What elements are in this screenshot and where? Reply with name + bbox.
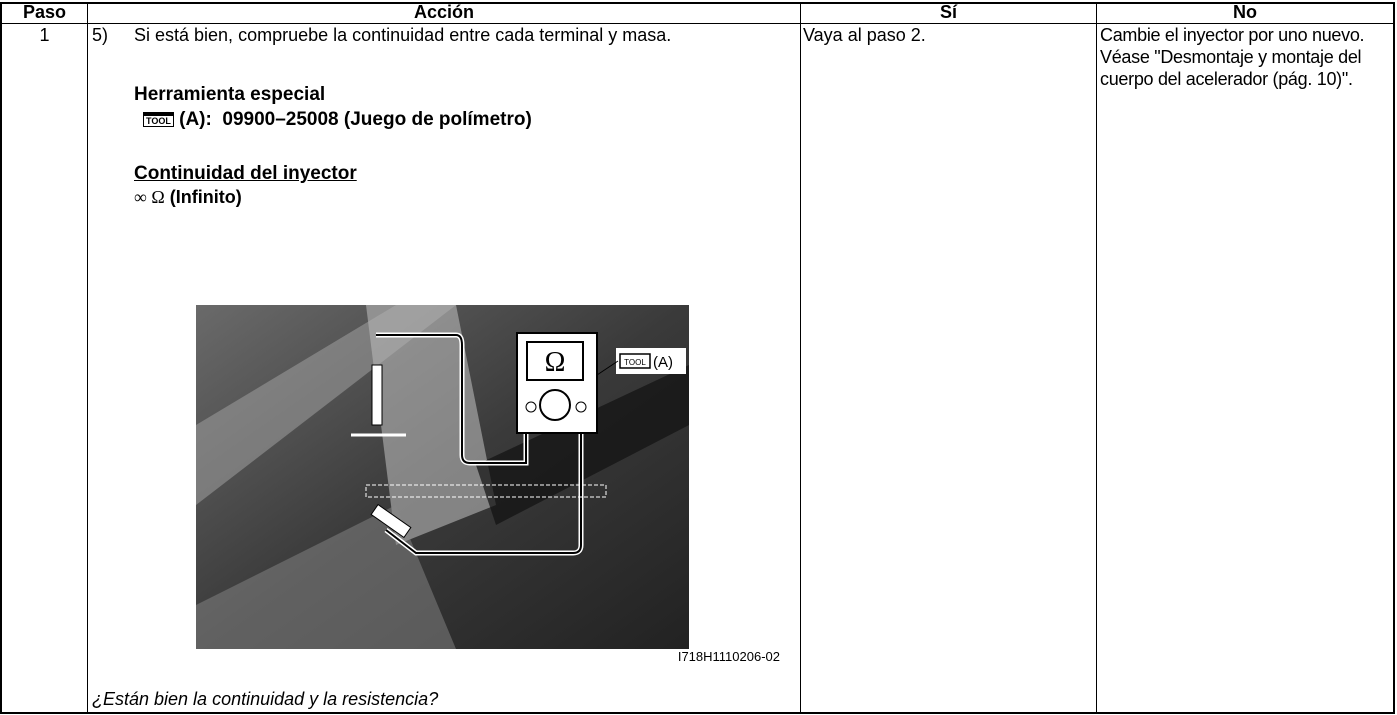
- border: [1096, 2, 1097, 714]
- header-cell: Sí: [939, 2, 957, 22]
- leader: [596, 360, 619, 376]
- spec-line: ∞ Ω (Infinito): [134, 186, 242, 208]
- terminal: [575, 401, 587, 413]
- border: [1393, 2, 1395, 714]
- connector: [365, 484, 607, 498]
- item-number: 5): [92, 25, 109, 45]
- probe: [370, 503, 412, 539]
- tool-icon: TOOL: [143, 112, 174, 128]
- border: [87, 2, 88, 714]
- border: [0, 23, 1395, 24]
- meter-symbol: Ω: [545, 347, 566, 378]
- step: 1: [39, 25, 50, 45]
- no-text: Cambie el inyector por uno nuevo. Véase …: [1100, 25, 1365, 89]
- spec-value: (Infinito): [169, 187, 242, 207]
- border: [0, 712, 1395, 714]
- figure-caption: I718H1110206-02: [677, 649, 780, 664]
- tool-text: (A): 09900–25008 (Juego de polímetro): [179, 109, 532, 130]
- header-cell: No: [1233, 2, 1257, 22]
- tool-label: (A): [653, 354, 673, 371]
- spec-symbol: ∞ Ω: [134, 187, 165, 207]
- border: [0, 2, 1395, 4]
- tool-icon: TOOL: [624, 358, 646, 367]
- terminal: [525, 401, 537, 413]
- tool-icon-box: [619, 353, 651, 369]
- spec-heading: Continuidad del inyector: [134, 163, 357, 184]
- border: [0, 2, 2, 714]
- probe: [371, 364, 383, 426]
- wire: [376, 334, 527, 464]
- header-cell: Acción: [413, 2, 474, 22]
- photo-part: [196, 505, 456, 649]
- yes-text: Vaya al paso 2.: [803, 25, 926, 45]
- tool-heading: Herramienta especial: [134, 84, 326, 105]
- meter-display: [526, 341, 584, 381]
- question: ¿Están bien la continuidad y la resisten…: [92, 689, 439, 709]
- tool-line: TOOL (A): 09900–25008 (Juego de polímetr…: [143, 109, 532, 131]
- meter-dial: [539, 389, 571, 421]
- action-text: Si está bien, compruebe la continuidad e…: [134, 25, 672, 45]
- border: [800, 2, 801, 714]
- wire: [385, 425, 582, 554]
- header-cell: Paso: [22, 2, 67, 22]
- figure: Ω TOOL (A): [196, 305, 689, 649]
